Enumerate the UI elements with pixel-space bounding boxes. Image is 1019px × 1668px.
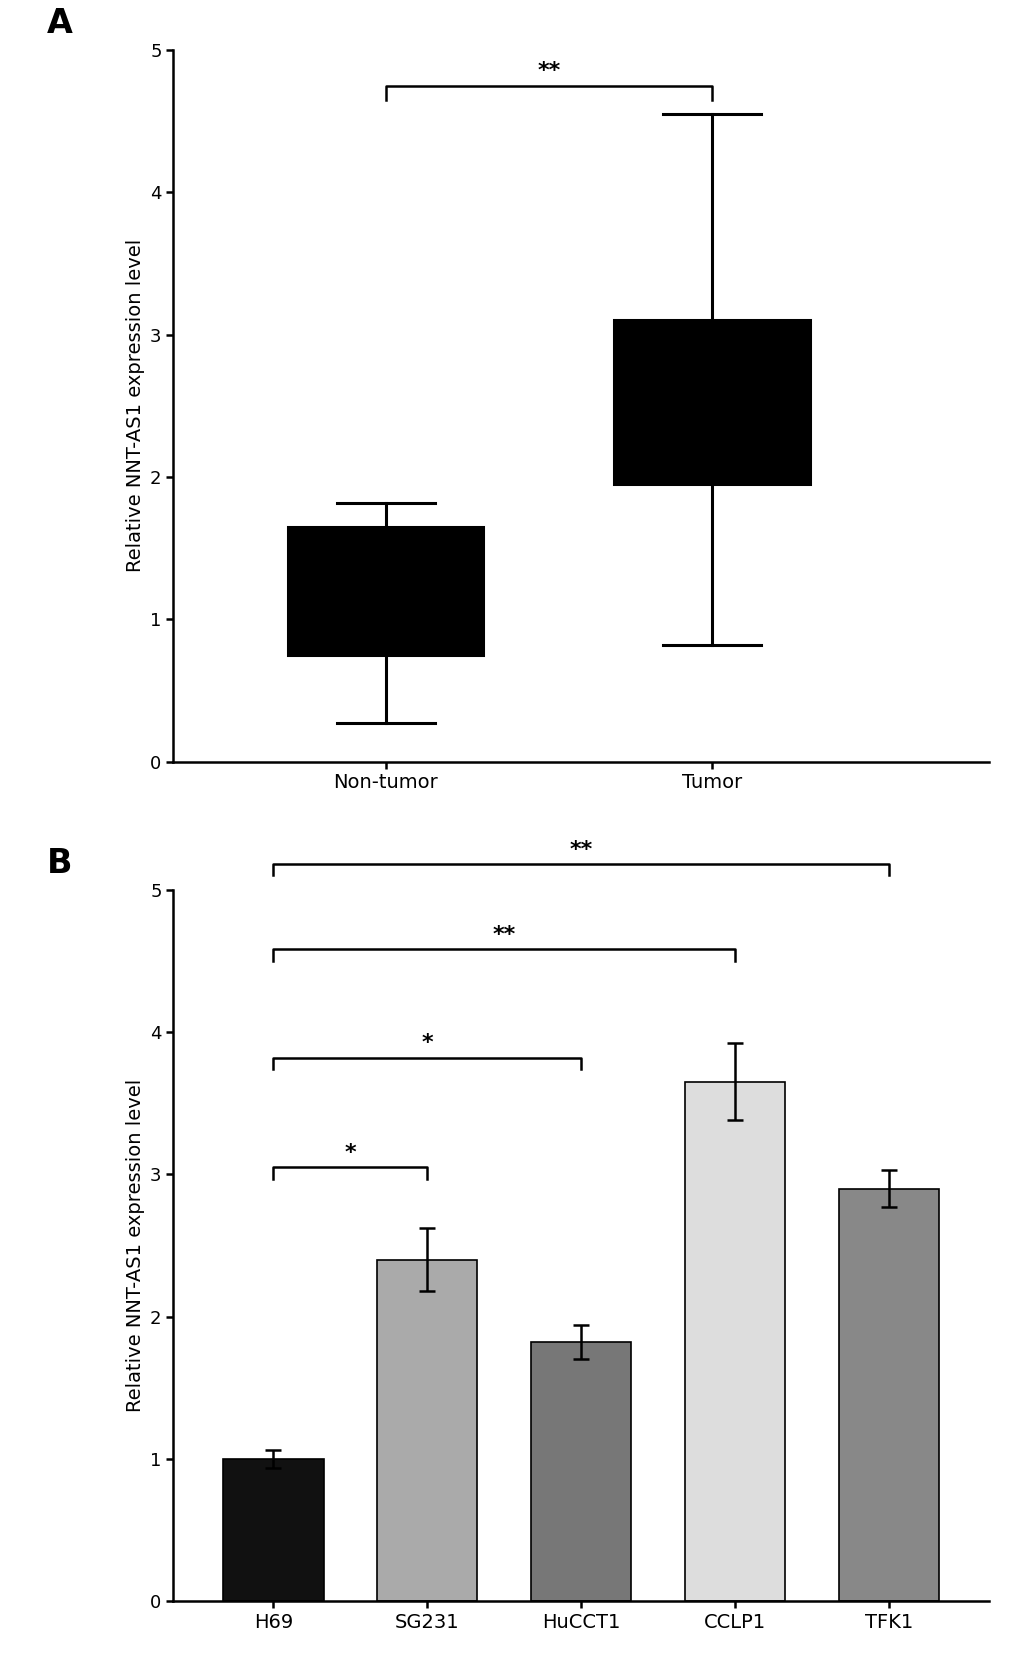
PathPatch shape: [613, 320, 809, 484]
PathPatch shape: [287, 527, 483, 656]
Bar: [377, 1259, 477, 1601]
Y-axis label: Relative NNT-AS1 expression level: Relative NNT-AS1 expression level: [125, 239, 145, 572]
Bar: [839, 1189, 938, 1601]
Y-axis label: Relative NNT-AS1 expression level: Relative NNT-AS1 expression level: [125, 1079, 145, 1413]
Bar: [223, 1460, 323, 1601]
Text: **: **: [537, 62, 559, 82]
Text: *: *: [421, 1034, 433, 1054]
Text: **: **: [492, 926, 516, 946]
Text: B: B: [47, 847, 72, 881]
Bar: [685, 1083, 785, 1601]
Bar: [531, 1343, 631, 1601]
Text: A: A: [47, 7, 72, 40]
Text: **: **: [570, 839, 592, 859]
Text: *: *: [344, 1143, 356, 1163]
